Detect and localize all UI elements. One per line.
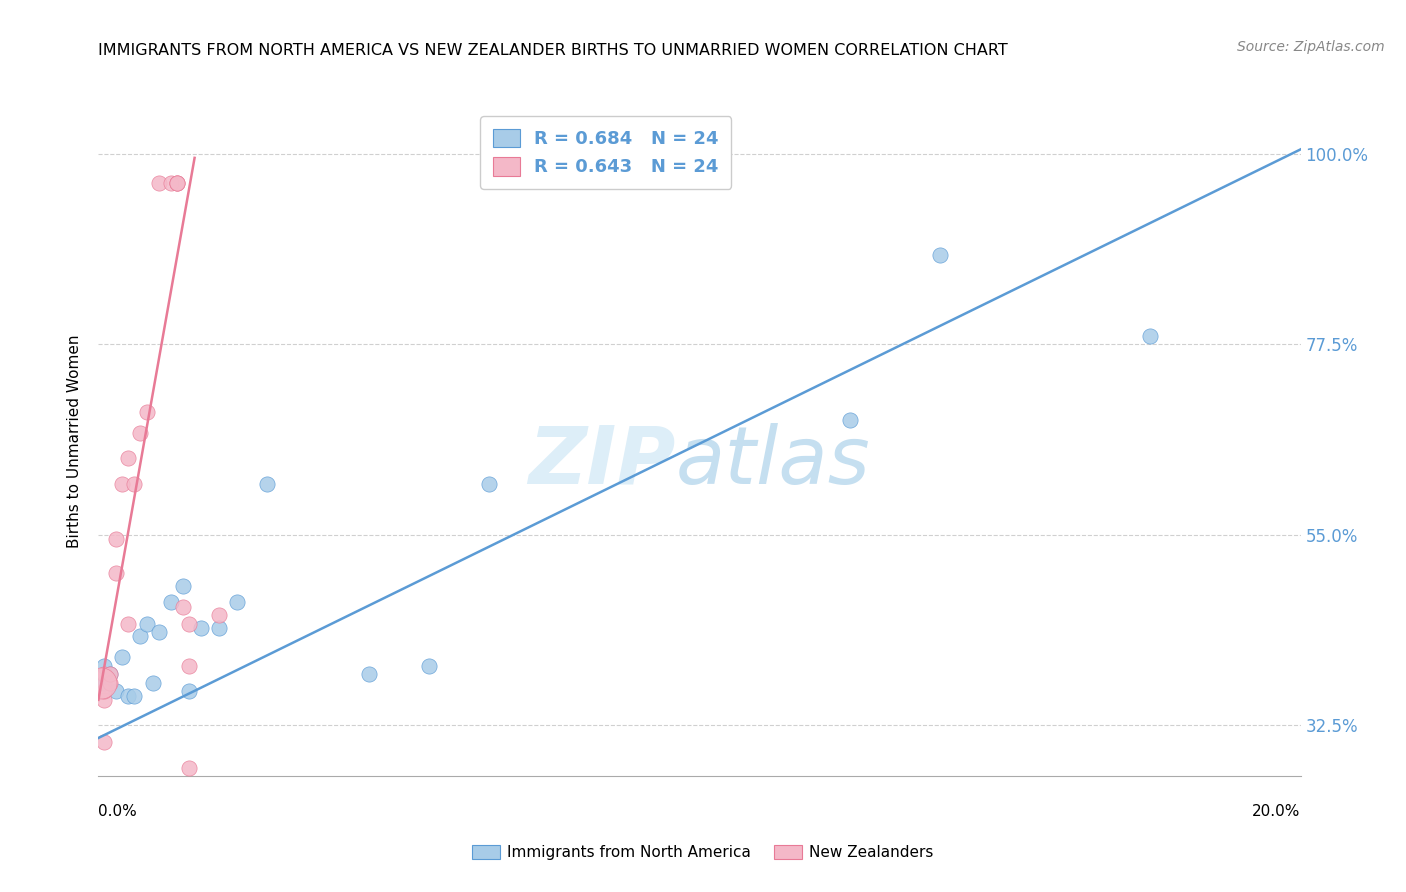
Point xyxy=(177,659,200,673)
Point xyxy=(93,667,115,681)
Point xyxy=(141,676,163,690)
Point xyxy=(208,621,231,635)
Text: 20.0%: 20.0% xyxy=(1253,805,1301,819)
Point xyxy=(117,451,139,466)
Point xyxy=(129,629,152,643)
Point xyxy=(838,413,860,427)
Text: ZIP: ZIP xyxy=(529,423,675,500)
Point xyxy=(100,676,122,690)
Point xyxy=(135,405,157,419)
Point xyxy=(129,426,152,441)
Point xyxy=(124,689,146,703)
Point xyxy=(148,625,170,640)
Point xyxy=(418,659,440,673)
Point xyxy=(177,761,200,775)
Point xyxy=(225,595,247,609)
Point xyxy=(208,608,231,623)
Point xyxy=(190,621,212,635)
Point xyxy=(93,659,115,673)
Point xyxy=(105,532,128,546)
Point xyxy=(1139,328,1161,343)
Y-axis label: Births to Unmarried Women: Births to Unmarried Women xyxy=(67,334,83,549)
Point xyxy=(177,684,200,698)
Point xyxy=(478,476,501,491)
Point xyxy=(111,650,134,665)
Point xyxy=(159,176,181,190)
Point xyxy=(111,476,134,491)
Point xyxy=(166,176,188,190)
Legend: R = 0.684   N = 24, R = 0.643   N = 24: R = 0.684 N = 24, R = 0.643 N = 24 xyxy=(479,116,731,189)
Point xyxy=(93,684,115,698)
Point xyxy=(117,616,139,631)
Text: 0.0%: 0.0% xyxy=(98,805,138,819)
Text: IMMIGRANTS FROM NORTH AMERICA VS NEW ZEALANDER BIRTHS TO UNMARRIED WOMEN CORRELA: IMMIGRANTS FROM NORTH AMERICA VS NEW ZEA… xyxy=(98,43,1008,58)
Point xyxy=(117,689,139,703)
Point xyxy=(100,667,122,681)
Point xyxy=(172,578,194,592)
Point xyxy=(166,176,188,190)
Point xyxy=(105,684,128,698)
Text: Source: ZipAtlas.com: Source: ZipAtlas.com xyxy=(1237,40,1385,54)
Point xyxy=(100,667,122,681)
Point xyxy=(172,599,194,614)
Text: atlas: atlas xyxy=(675,423,870,500)
Point xyxy=(93,693,115,707)
Point xyxy=(105,566,128,580)
Point xyxy=(929,248,952,262)
Point xyxy=(93,735,115,749)
Point xyxy=(177,616,200,631)
Point xyxy=(90,676,112,690)
Point xyxy=(148,176,170,190)
Legend: Immigrants from North America, New Zealanders: Immigrants from North America, New Zeala… xyxy=(467,839,939,866)
Point xyxy=(124,476,146,491)
Point xyxy=(93,676,115,690)
Point xyxy=(256,476,278,491)
Point xyxy=(357,667,380,681)
Point xyxy=(166,176,188,190)
Point xyxy=(159,595,181,609)
Point xyxy=(135,616,157,631)
